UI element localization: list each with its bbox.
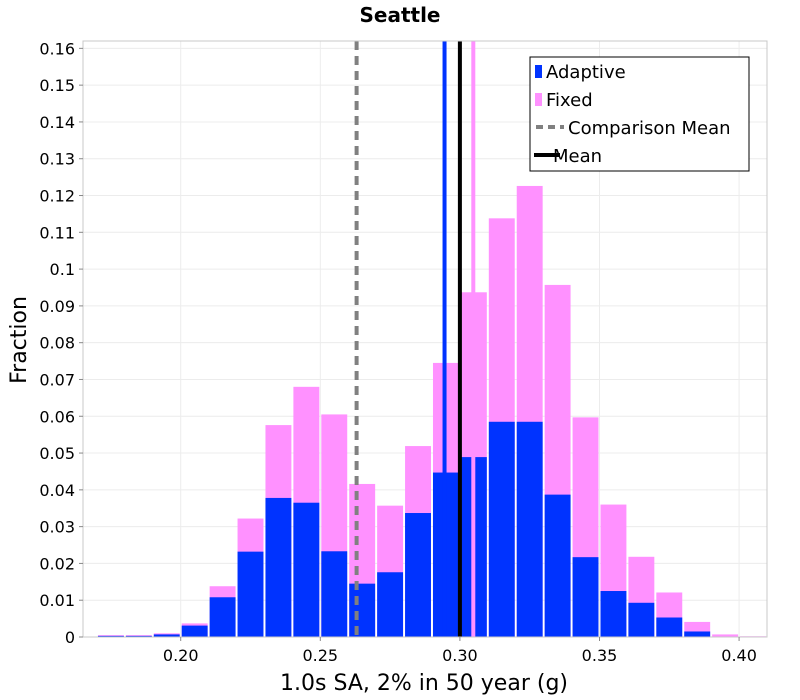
y-tick-label: 0.15 (39, 76, 75, 95)
y-tick-label: 0.03 (39, 518, 75, 537)
legend-label-comparison-mean: Comparison Mean (568, 118, 731, 139)
legend-label-adaptive: Adaptive (546, 62, 626, 83)
legend-swatch-adaptive (535, 65, 542, 78)
axis-ticks: 0 0.01 0.02 0.03 0.04 0.05 0.06 0.07 0.08 0.09 0.1… (39, 39, 757, 665)
adaptive-bar (349, 583, 376, 637)
adaptive-bar (125, 635, 152, 637)
legend-label-mean: Mean (553, 146, 602, 167)
y-tick-label: 0.02 (39, 554, 75, 573)
fixed-bar (712, 634, 739, 637)
y-tick-label: 0.16 (39, 39, 75, 58)
y-tick-label: 0.06 (39, 407, 75, 426)
adaptive-bar (684, 631, 711, 637)
chart-title: Seattle (359, 3, 440, 27)
mean-lines (354, 41, 476, 637)
y-tick-label: 0.05 (39, 444, 75, 463)
plot-frame (82, 40, 768, 638)
y-tick-label: 0.14 (39, 113, 75, 132)
adaptive-bar (265, 497, 292, 637)
x-tick-label: 0.35 (582, 646, 618, 665)
legend-label-fixed: Fixed (546, 90, 593, 111)
adaptive-bar (488, 421, 515, 637)
y-tick-label: 0.12 (39, 187, 75, 206)
adaptive-bar (377, 572, 404, 637)
y-tick-label: 0 (65, 628, 75, 647)
legend: Adaptive Fixed Comparison Mean Mean (529, 56, 750, 172)
adaptive-bar (544, 494, 571, 637)
adaptive-bar (321, 551, 348, 637)
adaptive-bar (516, 421, 543, 637)
adaptive-bar (405, 513, 431, 637)
y-tick-label: 0.1 (50, 260, 75, 279)
y-tick-label: 0.13 (39, 150, 75, 169)
y-tick-label: 0.11 (39, 223, 75, 242)
legend-box (529, 56, 750, 172)
adaptive-bar (209, 597, 236, 637)
y-axis-label: Fraction (7, 296, 32, 384)
adaptive-bar (97, 635, 124, 637)
y-tick-label: 0.09 (39, 297, 75, 316)
y-tick-label: 0.04 (39, 481, 75, 500)
y-tick-label: 0.08 (39, 334, 75, 353)
x-tick-label: 0.20 (163, 646, 199, 665)
bars (97, 185, 766, 638)
x-tick-label: 0.25 (302, 646, 338, 665)
adaptive-bar (600, 591, 627, 637)
legend-swatch-fixed (535, 93, 542, 106)
x-axis-label: 1.0s SA, 2% in 50 year (g) (280, 671, 568, 696)
adaptive-bar (572, 557, 599, 637)
y-tick-label: 0.01 (39, 591, 75, 610)
adaptive-bar (237, 551, 264, 637)
adaptive-bar (628, 602, 655, 637)
x-tick-label: 0.30 (442, 646, 478, 665)
x-tick-label: 0.40 (721, 646, 757, 665)
y-tick-label: 0.07 (39, 370, 75, 389)
adaptive-bar (656, 617, 683, 637)
adaptive-bar (293, 502, 320, 637)
adaptive-bar (181, 625, 208, 637)
adaptive-bar (153, 634, 180, 637)
